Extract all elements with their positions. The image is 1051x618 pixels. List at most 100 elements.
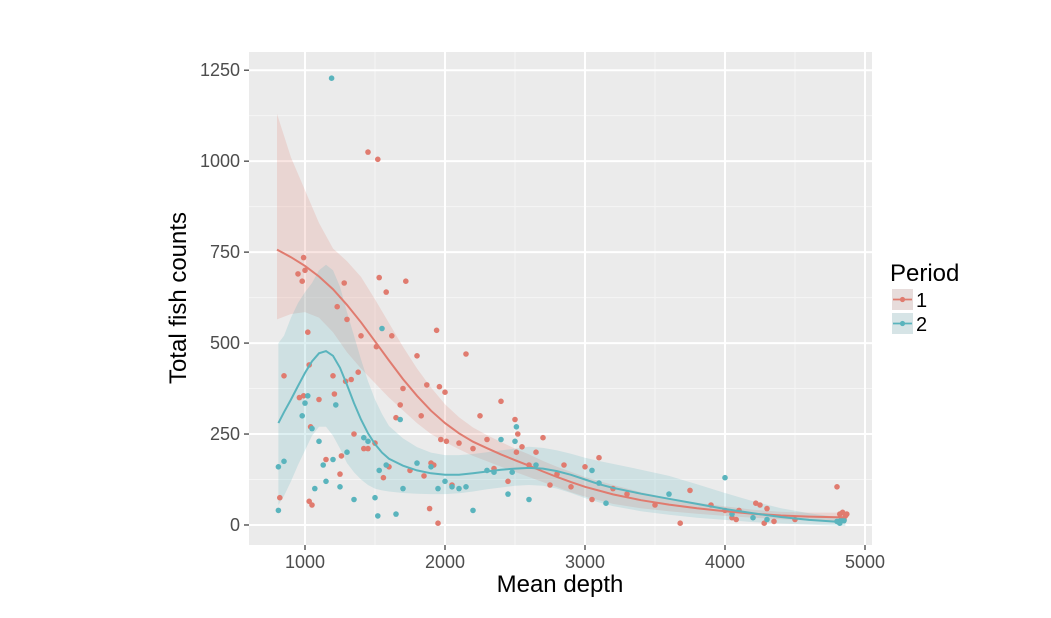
y-tick-label: 750 <box>210 242 240 262</box>
data-point-series-1 <box>316 396 322 403</box>
data-point-series-1 <box>337 471 343 477</box>
data-point-series-2 <box>512 438 518 445</box>
data-point-series-2 <box>526 496 532 503</box>
data-point-series-2 <box>393 511 399 517</box>
data-point-series-1 <box>296 394 303 401</box>
data-point-series-1 <box>513 449 520 456</box>
data-point-series-1 <box>757 502 763 508</box>
data-point-series-1 <box>463 351 469 357</box>
data-point-series-1 <box>844 511 850 517</box>
data-point-series-1 <box>281 373 287 379</box>
x-axis-title: Mean depth <box>497 571 624 598</box>
legend-label-2: 2 <box>916 314 927 336</box>
data-point-series-1 <box>365 149 371 155</box>
data-point-series-2 <box>505 491 511 497</box>
legend-dot-1 <box>899 296 906 303</box>
data-point-series-1 <box>376 274 383 281</box>
data-point-series-1 <box>383 289 390 295</box>
data-point-series-1 <box>438 436 444 443</box>
data-point-series-1 <box>547 482 553 488</box>
data-point-series-2 <box>456 485 462 492</box>
data-point-series-2 <box>470 507 476 514</box>
data-point-series-1 <box>400 385 406 392</box>
data-point-series-1 <box>393 414 399 421</box>
data-point-series-1 <box>355 369 362 376</box>
data-point-series-2 <box>323 478 329 485</box>
smooth-line-series-1 <box>276 248 846 519</box>
data-point-series-2 <box>333 402 339 408</box>
data-point-series-2 <box>463 484 469 490</box>
data-point-series-2 <box>328 75 335 81</box>
data-point-series-2 <box>309 425 315 432</box>
legend-dot-2 <box>899 320 906 327</box>
data-point-series-2 <box>383 462 390 468</box>
data-point-series-2 <box>397 416 404 423</box>
data-point-series-1 <box>568 484 574 490</box>
data-point-series-1 <box>677 520 683 526</box>
x-axis: 1000 2000 3000 4000 5000 <box>285 545 885 572</box>
data-point-series-1 <box>477 413 483 419</box>
data-point-series-1 <box>299 278 306 285</box>
x-tick-label: 1000 <box>285 552 325 572</box>
data-point-series-2 <box>275 464 282 470</box>
data-point-series-2 <box>316 438 322 445</box>
data-point-series-1 <box>443 438 450 445</box>
data-points <box>275 75 850 526</box>
data-point-series-1 <box>334 303 341 310</box>
data-point-series-2 <box>330 456 336 463</box>
data-point-series-1 <box>834 484 840 490</box>
data-point-series-1 <box>375 156 381 163</box>
data-point-series-1 <box>341 280 348 286</box>
x-tick-label: 2000 <box>425 552 465 572</box>
data-point-series-2 <box>379 325 385 332</box>
confidence-band-series-2 <box>278 264 846 527</box>
data-point-series-1 <box>380 474 387 481</box>
data-point-series-1 <box>414 353 420 359</box>
y-tick-label: 1250 <box>200 60 240 80</box>
data-point-series-1 <box>348 376 355 383</box>
data-point-series-1 <box>512 416 518 423</box>
legend-item-2: 2 <box>892 313 927 336</box>
data-point-series-2 <box>337 484 343 490</box>
data-point-series-1 <box>323 456 329 463</box>
data-point-series-2 <box>442 478 448 485</box>
data-point-series-2 <box>589 467 595 474</box>
data-point-series-2 <box>305 393 311 399</box>
data-point-series-1 <box>435 520 441 526</box>
confidence-band-series-1 <box>277 113 846 523</box>
data-point-series-1 <box>300 393 307 399</box>
confidence-bands <box>277 113 846 527</box>
data-point-series-2 <box>533 462 539 468</box>
data-point-series-1 <box>456 440 462 446</box>
data-point-series-1 <box>330 373 336 379</box>
legend-label-1: 1 <box>916 290 927 312</box>
data-point-series-1 <box>540 434 546 441</box>
y-tick-label: 1000 <box>200 151 240 171</box>
data-point-series-1 <box>424 382 430 388</box>
data-point-series-1 <box>561 462 567 468</box>
y-tick-label: 500 <box>210 333 240 353</box>
data-point-series-1 <box>519 444 525 450</box>
data-point-series-1 <box>442 389 448 396</box>
data-point-series-1 <box>418 413 425 419</box>
data-point-series-1 <box>351 431 357 437</box>
x-tick-label: 5000 <box>845 552 885 572</box>
data-point-series-2 <box>376 467 383 474</box>
data-point-series-2 <box>320 462 327 468</box>
data-point-series-2 <box>603 500 609 507</box>
data-point-series-1 <box>426 505 433 512</box>
data-point-series-1 <box>533 449 539 456</box>
data-point-series-1 <box>421 473 427 479</box>
data-point-series-1 <box>498 398 504 405</box>
data-point-series-1 <box>389 333 395 339</box>
data-point-series-1 <box>309 502 315 508</box>
minor-gridlines <box>249 52 872 545</box>
data-point-series-1 <box>436 383 443 390</box>
data-point-series-1 <box>582 464 588 470</box>
data-point-series-2 <box>722 474 728 481</box>
data-point-series-1 <box>515 431 521 437</box>
data-point-series-1 <box>733 516 739 523</box>
data-point-series-2 <box>414 460 420 466</box>
data-point-series-1 <box>687 487 693 494</box>
